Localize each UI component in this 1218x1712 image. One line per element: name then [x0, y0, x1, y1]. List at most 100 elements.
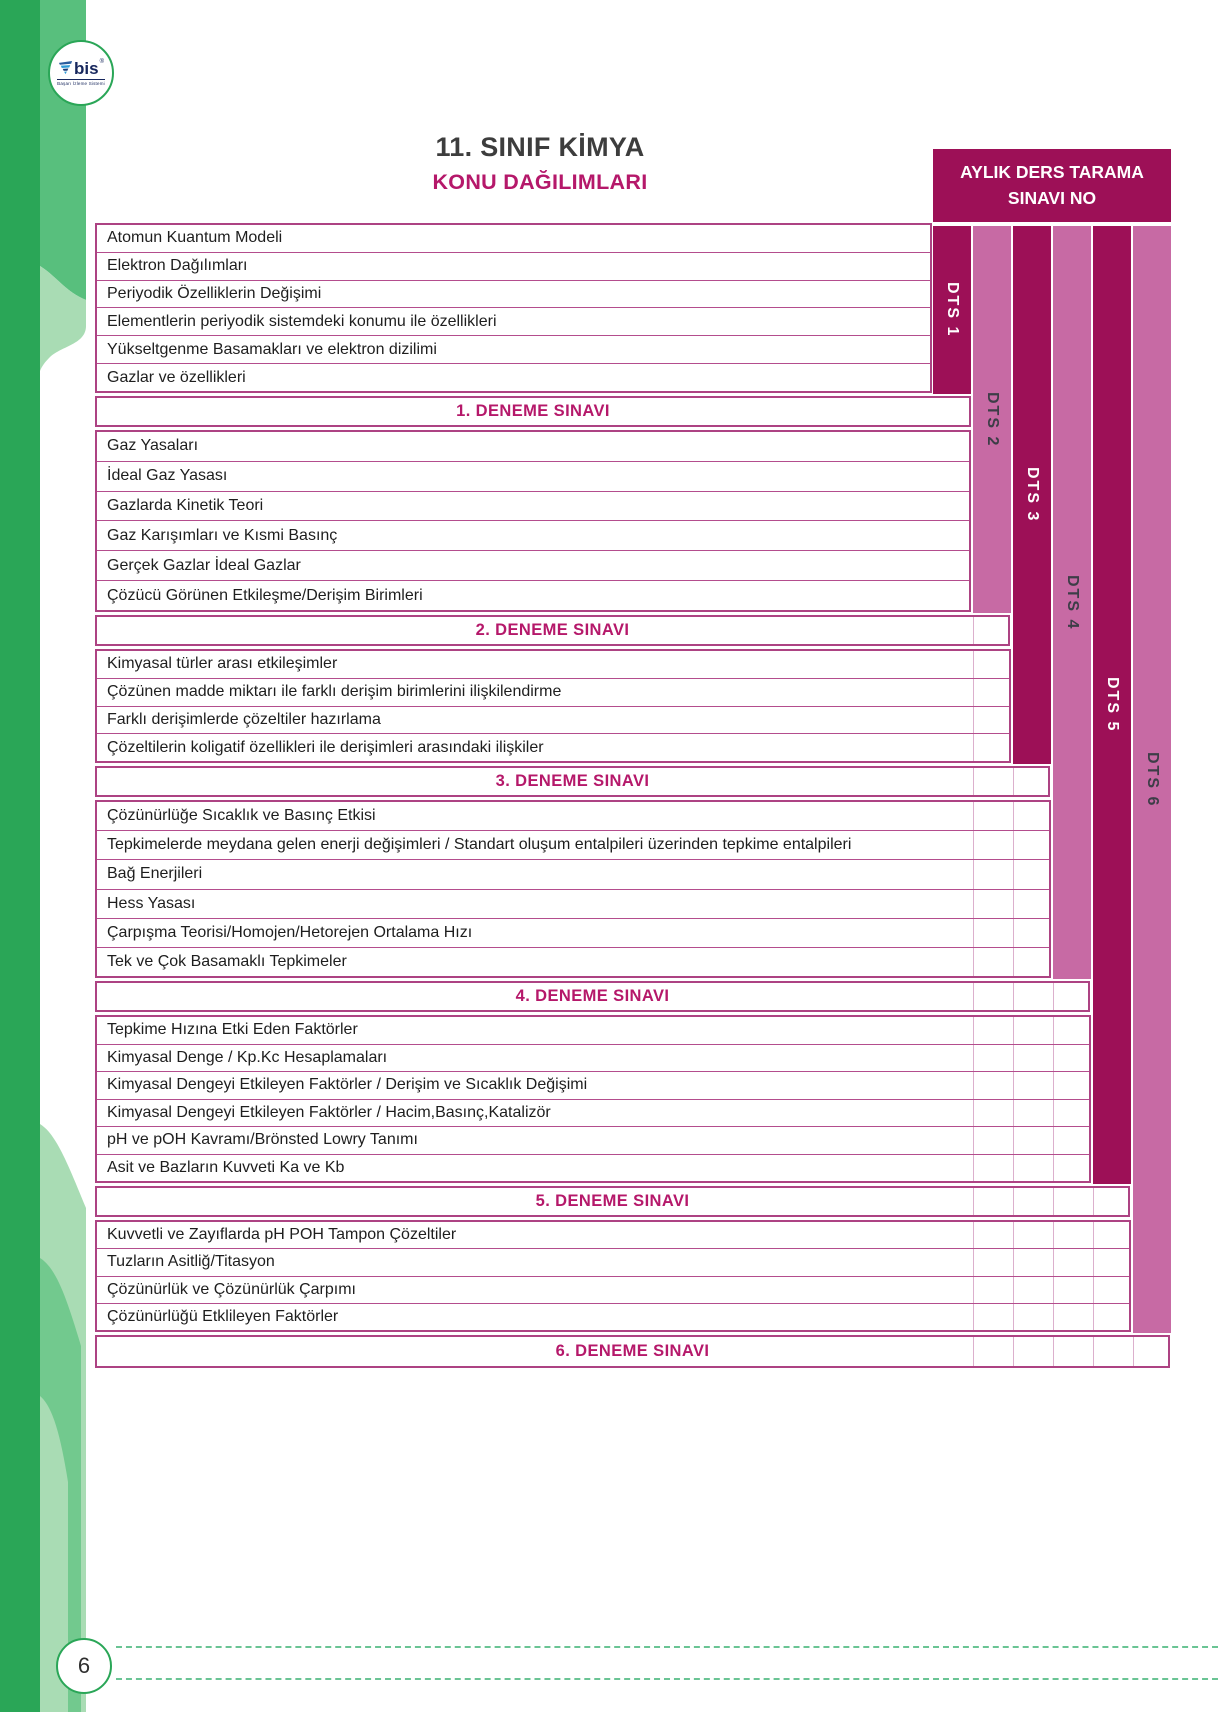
- topic-section: Atomun Kuantum Modeli Elektron Dağılımlar…: [95, 223, 932, 393]
- grid-line: [972, 947, 974, 977]
- grid-line: [972, 1017, 974, 1044]
- table-row: Gazlar ve özellikleri: [97, 363, 930, 391]
- grid-line: [972, 768, 974, 795]
- grid-line: [1012, 860, 1014, 889]
- table-row: Çözeltilerin koligatif özellikleri ile d…: [97, 733, 1009, 761]
- grid-line: [1092, 1222, 1094, 1249]
- page-number: 6: [77, 1653, 91, 1678]
- topic-label: Çözeltilerin koligatif özellikleri ile d…: [107, 738, 544, 756]
- table-row: Gaz Yasaları: [97, 432, 969, 461]
- grid-line: [972, 1044, 974, 1071]
- topic-label: Periyodik Özelliklerin Değişimi: [107, 285, 322, 303]
- table-row: Atomun Kuantum Modeli: [97, 225, 930, 252]
- topic-label: Yükseltgenme Basamakları ve elektron diz…: [107, 340, 437, 358]
- grid-line: [972, 889, 974, 918]
- grid-line: [1012, 1017, 1014, 1044]
- table-row: Tepkime Hızına Etki Eden Faktörler: [97, 1017, 1089, 1044]
- table-row: Çözünürlük ve Çözünürlük Çarpımı: [97, 1275, 1129, 1303]
- publisher-logo: bis ® Başarı İzleme Sistemi: [48, 40, 114, 106]
- grid-line: [1012, 768, 1014, 795]
- dts-column-label: DTS 1: [944, 282, 961, 338]
- topic-label: Gaz Yasaları: [107, 437, 199, 455]
- logo-text-row: bis ®: [58, 59, 104, 77]
- grid-line: [972, 1188, 974, 1215]
- grid-line: [1012, 1127, 1014, 1154]
- grid-line: [1012, 1154, 1014, 1181]
- table-row: Tuzların Asitliğ/Titasyon: [97, 1248, 1129, 1276]
- grid-line: [972, 1072, 974, 1099]
- exam-row: 1. DENEME SINAVI: [95, 396, 971, 427]
- grid-line: [972, 983, 974, 1010]
- grid-line: [1052, 983, 1054, 1010]
- footer-dashed-line-top: [116, 1646, 1218, 1648]
- table-row: Gaz Karışımları ve Kısmi Basınç: [97, 520, 969, 550]
- page-number-badge: 6: [56, 1638, 112, 1694]
- table-row: Hess Yasası: [97, 888, 1049, 918]
- logo-swirl-icon: [58, 61, 73, 75]
- grid-line: [1012, 1249, 1014, 1276]
- page-subtitle: KONU DAĞILIMLARI: [432, 170, 648, 194]
- dts-column: DTS 3: [1013, 226, 1051, 764]
- grid-line: [972, 651, 974, 678]
- table-row: Kimyasal Dengeyi Etkileyen Faktörler / D…: [97, 1071, 1089, 1099]
- topic-label: Kuvvetli ve Zayıflarda pH POH Tampon Çöz…: [107, 1226, 457, 1244]
- topic-label: Çözünürlük ve Çözünürlük Çarpımı: [107, 1280, 356, 1298]
- exam-row: 3. DENEME SINAVI: [95, 766, 1050, 797]
- grid-line: [972, 918, 974, 947]
- grid-line: [972, 1276, 974, 1303]
- table-row: Tek ve Çok Basamaklı Tepkimeler: [97, 946, 1049, 977]
- grid-line: [1092, 1303, 1094, 1330]
- grid-line: [972, 1222, 974, 1249]
- table-row: Gazlarda Kinetik Teori: [97, 490, 969, 521]
- grid-line: [1092, 1249, 1094, 1276]
- grid-line: [972, 734, 974, 761]
- grid-line: [972, 617, 974, 644]
- topic-section: Çözünürlüğe Sıcaklık ve Basınç Etkisi Tep…: [95, 800, 1051, 978]
- exam-row: 6. DENEME SINAVI: [95, 1335, 1170, 1368]
- table-row: Çarpışma Teorisi/Homojen/Hetorejen Ortal…: [97, 917, 1049, 947]
- topic-label: Kimyasal Dengeyi Etkileyen Faktörler / H…: [107, 1103, 551, 1121]
- logo-tagline: Başarı İzleme Sistemi: [57, 79, 105, 86]
- topic-label: Tepkime Hızına Etki Eden Faktörler: [107, 1021, 358, 1039]
- table-row: pH ve pOH Kavramı/Brönsted Lowry Tanımı: [97, 1126, 1089, 1154]
- title-block: 11. SINIF KİMYA KONU DAĞILIMLARI: [95, 132, 985, 195]
- topic-label: Kimyasal Dengeyi Etkileyen Faktörler / D…: [107, 1076, 588, 1094]
- table-row: Kimyasal Denge / Kp.Kc Hesaplamaları: [97, 1043, 1089, 1071]
- grid-line: [1012, 947, 1014, 977]
- grid-line: [1012, 1303, 1014, 1330]
- grid-line: [1012, 1337, 1014, 1366]
- grid-line: [1092, 1337, 1094, 1366]
- grid-line: [1092, 1276, 1094, 1303]
- exam-row: 2. DENEME SINAVI: [95, 615, 1010, 646]
- grid-line: [972, 831, 974, 860]
- topic-label: Asit ve Bazların Kuvveti Ka ve Kb: [107, 1158, 345, 1176]
- dts-column: DTS 5: [1093, 226, 1131, 1184]
- dts-column-label: DTS 6: [1144, 751, 1161, 808]
- table-row: Çözücü Görünen Etkileşme/Derişim Birimle…: [97, 580, 969, 610]
- grid-line: [1052, 1249, 1054, 1276]
- topic-section: Gaz Yasaları İdeal Gaz Yasası Gazlarda Kin…: [95, 430, 971, 612]
- grid-line: [1012, 983, 1014, 1010]
- grid-line: [972, 1303, 974, 1330]
- dts-column-label: DTS 4: [1064, 574, 1081, 631]
- page-title: 11. SINIF KİMYA: [435, 132, 645, 162]
- exam-row-label: 4. DENEME SINAVI: [515, 987, 670, 1005]
- dts-column-label: DTS 5: [1104, 677, 1121, 733]
- topic-section: Kuvvetli ve Zayıflarda pH POH Tampon Çöz…: [95, 1220, 1131, 1332]
- table-row: Kimyasal Dengeyi Etkileyen Faktörler / H…: [97, 1098, 1089, 1126]
- topic-label: Kimyasal türler arası etkileşimler: [107, 655, 338, 673]
- table-row: Tepkimelerde meydana gelen enerji değişi…: [97, 830, 1049, 860]
- topic-label: Farklı derişimlerde çözeltiler hazırlama: [107, 710, 381, 728]
- table-row: Çözünen madde miktarı ile farklı derişim…: [97, 677, 1009, 706]
- grid-line: [1012, 1072, 1014, 1099]
- grid-line: [1132, 1337, 1134, 1366]
- grid-line: [1052, 1127, 1054, 1154]
- topic-label: Gaz Karışımları ve Kısmi Basınç: [107, 526, 338, 544]
- grid-line: [1012, 1044, 1014, 1071]
- exam-row: 4. DENEME SINAVI: [95, 981, 1090, 1012]
- topic-label: Çözünürlüğe Sıcaklık ve Basınç Etkisi: [107, 807, 376, 825]
- exam-row-label: 6. DENEME SINAVI: [555, 1342, 710, 1360]
- exam-row-label: 5. DENEME SINAVI: [535, 1192, 690, 1210]
- footer-dashed-line-bottom: [116, 1678, 1218, 1680]
- table-row: Bağ Enerjileri: [97, 859, 1049, 889]
